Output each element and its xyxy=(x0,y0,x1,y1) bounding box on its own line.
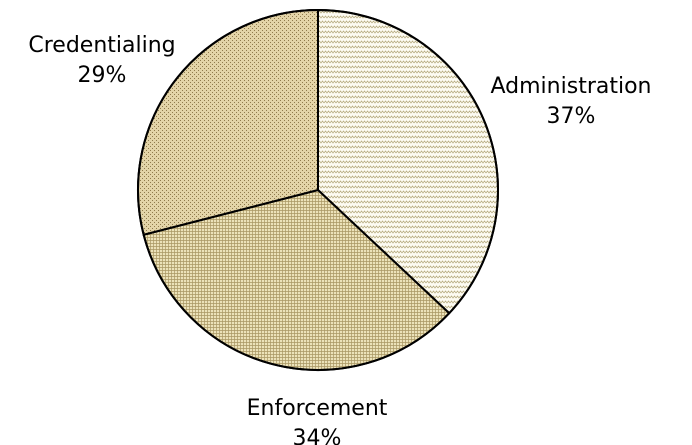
pie-outline xyxy=(137,9,499,371)
slice-value-enforcement: 34% xyxy=(293,426,342,445)
slice-value-administration: 37% xyxy=(547,104,596,129)
slice-label-administration: Administration xyxy=(491,74,652,99)
slice-label-credentialing: Credentialing xyxy=(28,33,175,58)
slice-value-credentialing: 29% xyxy=(78,63,127,88)
slice-label-enforcement: Enforcement xyxy=(247,396,388,421)
